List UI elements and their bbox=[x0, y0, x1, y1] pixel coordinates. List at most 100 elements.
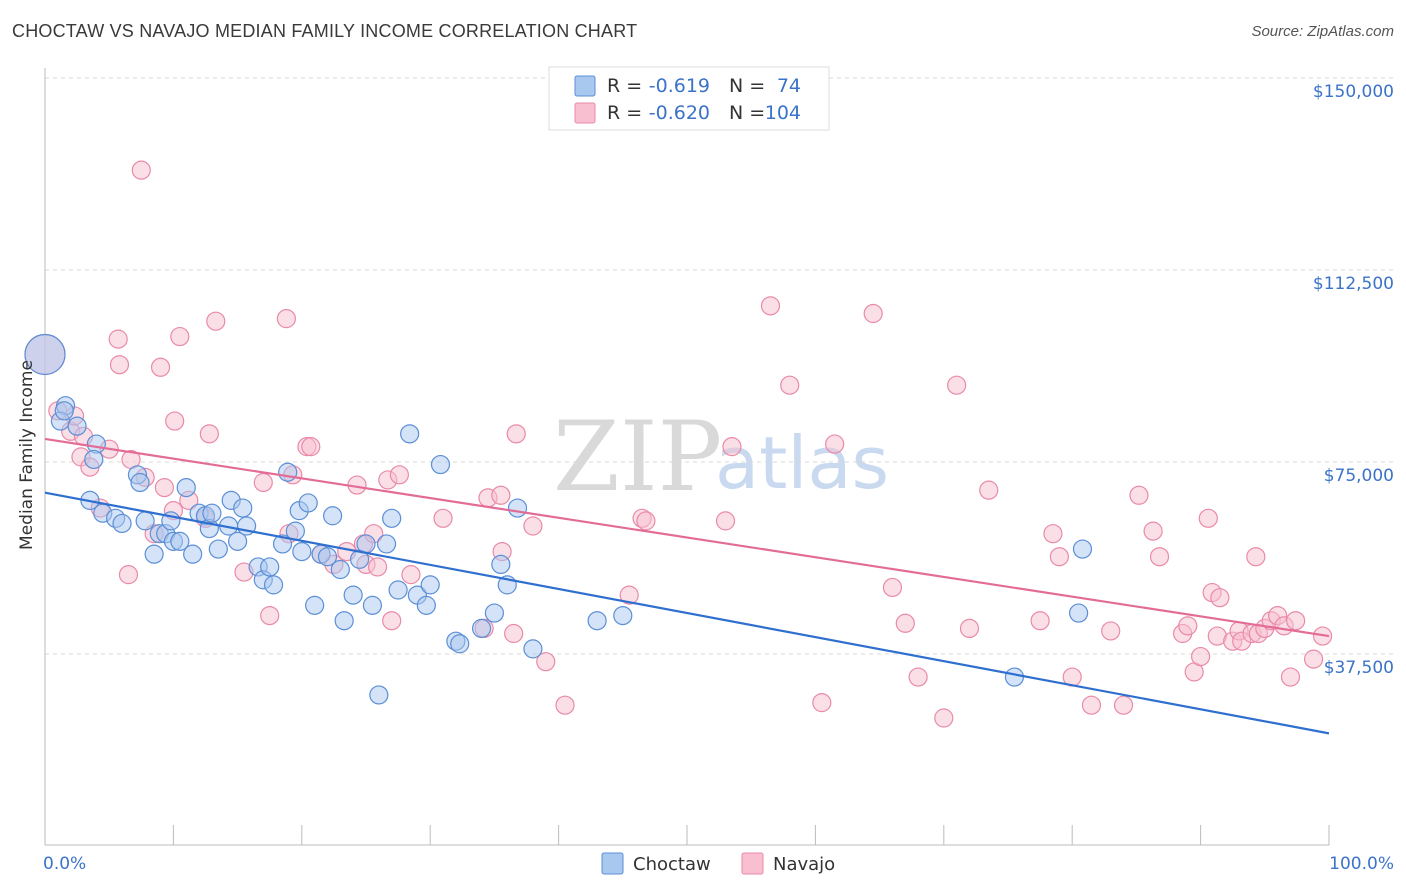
navajo-point-72 bbox=[1030, 611, 1050, 631]
navajo-point-67 bbox=[908, 667, 928, 687]
legend: R = -0.619 N = 74 R = -0.620 N = 104 bbox=[548, 66, 830, 131]
choctaw-trend-line bbox=[44, 491, 1330, 735]
navajo-point-73 bbox=[1043, 524, 1063, 544]
choctaw-point-10 bbox=[112, 513, 132, 534]
navajo-point-23 bbox=[199, 424, 219, 444]
legend-frame bbox=[548, 66, 830, 131]
choctaw-point-40 bbox=[292, 541, 312, 562]
navajo-point-54 bbox=[555, 695, 575, 715]
navajo-point-42 bbox=[382, 611, 402, 631]
navajo-point-76 bbox=[1081, 695, 1102, 715]
navajo-point-61 bbox=[780, 375, 800, 395]
choctaw-point-37 bbox=[278, 462, 298, 482]
bottom-legend-label-choctaw: Choctaw bbox=[633, 854, 711, 875]
choctaw-point-54 bbox=[382, 508, 402, 528]
legend-r-value-navajo: -0.620 bbox=[649, 102, 710, 124]
navajo-point-10 bbox=[109, 355, 130, 375]
legend-r-label-navajo: R = bbox=[607, 102, 642, 124]
navajo-point-77 bbox=[1101, 621, 1121, 641]
choctaw-point-41 bbox=[298, 493, 318, 513]
choctaw-point-65 bbox=[491, 554, 511, 575]
navajo-trend-line bbox=[44, 437, 1330, 638]
choctaw-point-69 bbox=[587, 611, 607, 631]
choctaw-point-46 bbox=[330, 559, 350, 580]
choctaw-point-6 bbox=[84, 449, 104, 470]
bottom-legend-swatch-navajo bbox=[741, 852, 764, 875]
legend-n-label-navajo: N = bbox=[729, 102, 765, 124]
navajo-point-44 bbox=[401, 565, 421, 585]
navajo-point-65 bbox=[882, 577, 903, 598]
navajo-point-83 bbox=[1178, 616, 1198, 636]
navajo-point-89 bbox=[1210, 588, 1230, 608]
legend-n-label-choctaw: N = bbox=[729, 75, 765, 97]
choctaw-point-14 bbox=[144, 544, 164, 564]
choctaw-point-45 bbox=[323, 506, 343, 526]
choctaw-point-52 bbox=[369, 685, 389, 705]
choctaw-point-12 bbox=[130, 472, 150, 493]
choctaw-point-35 bbox=[263, 575, 284, 595]
y-tick-label-0: $37,500 bbox=[1324, 658, 1394, 678]
choctaw-point-60 bbox=[430, 454, 451, 475]
navajo-point-40 bbox=[367, 557, 388, 577]
choctaw-point-64 bbox=[484, 603, 504, 623]
choctaw-point-4 bbox=[54, 401, 74, 421]
navajo-point-80 bbox=[1143, 521, 1163, 541]
navajo-point-17 bbox=[154, 478, 175, 498]
y-tick-label-3: $150,000 bbox=[1313, 82, 1394, 102]
navajo-point-32 bbox=[301, 437, 321, 457]
navajo-point-24 bbox=[206, 311, 226, 331]
navajo-point-71 bbox=[979, 480, 999, 500]
legend-swatch-choctaw bbox=[574, 75, 596, 97]
legend-r-label-choctaw: R = bbox=[607, 75, 642, 97]
navajo-point-101 bbox=[1286, 611, 1306, 631]
choctaw-point-21 bbox=[183, 544, 203, 564]
choctaw-point-36 bbox=[272, 534, 293, 554]
navajo-point-51 bbox=[506, 424, 526, 444]
navajo-point-60 bbox=[760, 296, 781, 316]
source-label: Source: ZipAtlas.com bbox=[1251, 23, 1394, 40]
navajo-point-68 bbox=[934, 708, 954, 728]
choctaw-point-20 bbox=[176, 478, 196, 498]
y-tick-label-1: $75,000 bbox=[1324, 466, 1394, 486]
chart-title: CHOCTAW VS NAVAJO MEDIAN FAMILY INCOME C… bbox=[12, 21, 638, 41]
navajo-point-52 bbox=[523, 516, 543, 536]
choctaw-point-48 bbox=[343, 585, 363, 605]
navajo-point-11 bbox=[118, 565, 139, 585]
navajo-point-81 bbox=[1149, 547, 1170, 567]
navajo-point-69 bbox=[947, 375, 967, 395]
navajo-point-50 bbox=[504, 623, 524, 644]
legend-n-value-choctaw: 74 bbox=[777, 75, 801, 97]
navajo-point-74 bbox=[1049, 547, 1069, 567]
choctaw-point-13 bbox=[135, 511, 155, 531]
navajo-point-94 bbox=[1246, 547, 1266, 567]
navajo-point-100 bbox=[1280, 667, 1301, 687]
navajo-point-57 bbox=[636, 511, 656, 531]
watermark: ZIP atlas bbox=[553, 401, 889, 513]
choctaw-point-25 bbox=[202, 503, 222, 523]
choctaw-point-47 bbox=[334, 611, 354, 631]
navajo-point-43 bbox=[389, 465, 409, 485]
choctaw-point-73 bbox=[1072, 539, 1093, 559]
choctaw-point-56 bbox=[400, 424, 420, 444]
navajo-point-64 bbox=[863, 303, 883, 324]
choctaw-point-63 bbox=[471, 618, 492, 639]
y-axis-title: Median Family Income bbox=[17, 360, 37, 550]
y-tick-label-2: $112,500 bbox=[1313, 274, 1394, 294]
choctaw-point-72 bbox=[1069, 603, 1089, 623]
choctaw-point-58 bbox=[416, 595, 436, 615]
choctaw-point-30 bbox=[233, 498, 253, 518]
legend-n-value-navajo: 104 bbox=[765, 102, 801, 124]
legend-r-value-choctaw: -0.619 bbox=[649, 75, 710, 97]
bottom-legend-swatch-choctaw bbox=[601, 852, 624, 875]
choctaw-point-44 bbox=[317, 547, 338, 567]
navajo-point-16 bbox=[150, 357, 171, 377]
navajo-point-20 bbox=[170, 326, 190, 347]
choctaw-point-29 bbox=[228, 531, 248, 551]
choctaw-point-34 bbox=[260, 557, 280, 577]
x-tick-label-min: 0.0% bbox=[43, 854, 86, 874]
navajo-point-62 bbox=[812, 693, 832, 713]
navajo-point-85 bbox=[1190, 646, 1211, 667]
navajo-point-27 bbox=[260, 605, 280, 626]
choctaw-point-62 bbox=[450, 634, 470, 654]
choctaw-point-55 bbox=[388, 580, 408, 600]
